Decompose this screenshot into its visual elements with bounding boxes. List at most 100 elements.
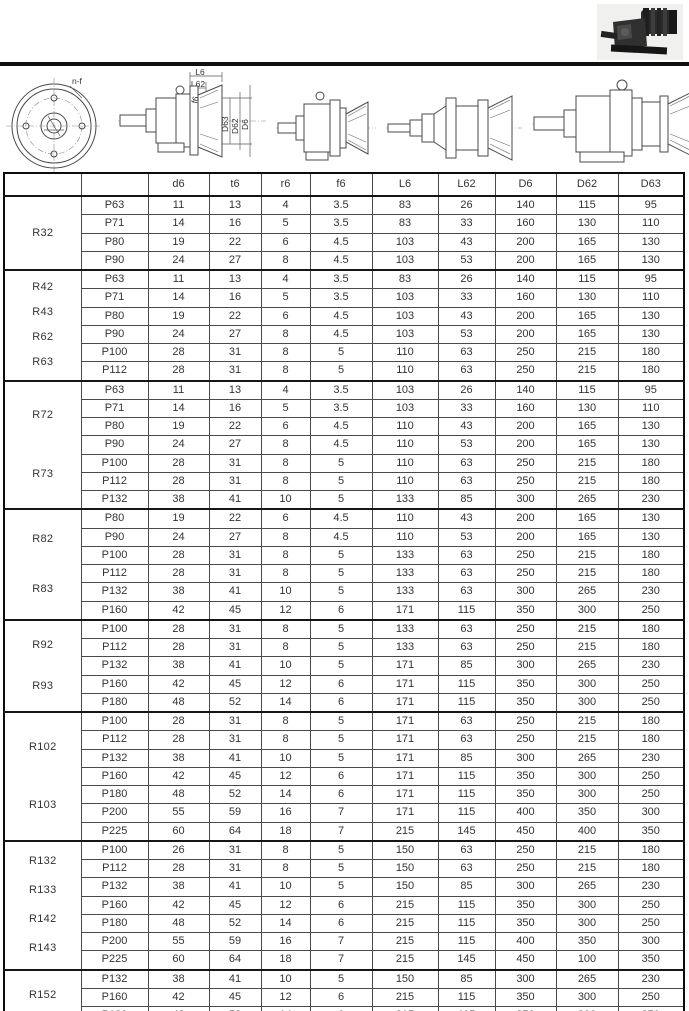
- dim-value-cell: 4.5: [309, 250, 373, 271]
- dim-value-cell: 115: [437, 987, 496, 1008]
- dim-value-cell: 38: [147, 968, 210, 989]
- dim-value-cell: 85: [437, 968, 496, 989]
- dim-value-cell: 215: [371, 987, 439, 1008]
- reducer-side-view-large: [532, 72, 689, 172]
- dim-value-cell: 38: [147, 656, 210, 676]
- dim-value-cell: 350: [494, 600, 557, 621]
- dim-value-cell: 150: [371, 858, 439, 879]
- motor-size-cell: P71: [80, 214, 149, 234]
- motor-size-cell: P100: [80, 839, 149, 860]
- series-label: R102: [29, 740, 57, 753]
- dim-value-cell: 300: [494, 582, 557, 602]
- dim-value-cell: 5: [260, 398, 311, 419]
- dim-value-cell: 5: [309, 839, 373, 860]
- motor-size-cell: P132: [80, 582, 149, 602]
- dim-value-cell: 33: [437, 288, 496, 308]
- dim-value-cell: 8: [260, 858, 311, 879]
- dim-value-cell: 18: [260, 821, 311, 842]
- dim-value-cell: 3.5: [309, 379, 373, 400]
- dim-value-cell: 150: [371, 877, 439, 897]
- column-header-D63: D63: [617, 172, 685, 197]
- header-row: d6 t6 r6 f6 L6 L62 D6 D62 D63: [3, 172, 685, 197]
- motor-size-cell: P180: [80, 692, 149, 713]
- dim-value-cell: 31: [208, 637, 262, 658]
- motor-size-cell: P132: [80, 968, 149, 989]
- dim-value-cell: 110: [371, 361, 439, 381]
- dim-value-cell: 28: [147, 471, 210, 492]
- dim-value-cell: 5: [309, 858, 373, 879]
- dim-value-cell: 31: [208, 471, 262, 492]
- dim-value-cell: 115: [437, 600, 496, 621]
- dim-value-cell: 83: [371, 269, 439, 290]
- dim-value-cell: 265: [555, 968, 619, 989]
- dim-value-cell: 7: [309, 931, 373, 952]
- dim-value-cell: 115: [437, 913, 496, 934]
- dim-value-cell: 41: [208, 748, 262, 768]
- table-row: P132 38 41 10 5 133 85 300 265 230: [4, 490, 685, 510]
- dim-value-cell: 14: [260, 692, 311, 713]
- dim-value-cell: 180: [617, 471, 685, 492]
- dim-value-cell: 43: [437, 306, 496, 326]
- dim-value-cell: 300: [555, 600, 619, 621]
- series-label: R43: [32, 306, 54, 319]
- dim-value-cell: 42: [147, 895, 210, 915]
- column-header-series: [3, 172, 82, 197]
- dim-value-cell: 171: [371, 600, 439, 621]
- motor-size-cell: P100: [80, 545, 149, 566]
- dim-value-cell: 350: [494, 987, 557, 1008]
- dim-value-cell: 115: [437, 784, 496, 805]
- table-row: P160 42 45 12 6 171 115 350 300 250: [4, 766, 685, 787]
- dim-value-cell: 5: [309, 490, 373, 510]
- dim-value-cell: 165: [555, 306, 619, 326]
- dim-value-cell: 14: [147, 214, 210, 234]
- table-row: P112 28 31 8 5 150 63 250 215 180: [4, 858, 685, 879]
- dim-value-cell: 64: [208, 821, 262, 842]
- dim-value-cell: 8: [260, 563, 311, 584]
- dim-value-cell: 130: [617, 435, 685, 455]
- dim-value-cell: 4: [260, 379, 311, 400]
- dim-value-cell: 140: [494, 195, 557, 216]
- dim-value-cell: 8: [260, 435, 311, 455]
- motor-size-cell: P80: [80, 508, 149, 529]
- table-row: P71 14 16 5 3.5 83 33 160 130 110: [4, 214, 685, 234]
- dim-value-cell: 300: [617, 803, 685, 823]
- dim-value-cell: 110: [371, 527, 439, 547]
- dim-value-cell: 63: [437, 563, 496, 584]
- dim-value-cell: 130: [617, 306, 685, 326]
- dim-value-cell: 110: [617, 214, 685, 234]
- dim-value-cell: 64: [208, 950, 262, 970]
- dim-value-cell: 130: [617, 324, 685, 345]
- dim-value-cell: 115: [437, 895, 496, 915]
- dim-value-cell: 28: [147, 711, 210, 732]
- dim-value-cell: 48: [147, 784, 210, 805]
- dim-value-cell: 8: [260, 545, 311, 566]
- dim-value-cell: 28: [147, 730, 210, 750]
- dim-value-cell: 43: [437, 508, 496, 529]
- dim-value-cell: 16: [260, 931, 311, 952]
- dim-value-cell: 350: [555, 803, 619, 823]
- reducer-side-view-compact: [276, 80, 378, 172]
- dim-value-cell: 24: [147, 527, 210, 547]
- dim-value-cell: 300: [555, 987, 619, 1008]
- dim-value-cell: 4.5: [309, 527, 373, 547]
- dim-value-cell: 400: [494, 931, 557, 952]
- dim-value-cell: 8: [260, 342, 311, 363]
- dim-value-cell: 160: [494, 398, 557, 419]
- dim-value-cell: 41: [208, 656, 262, 676]
- dim-L62-label: L62: [191, 79, 205, 89]
- dim-value-cell: 38: [147, 748, 210, 768]
- table-row: P90 24 27 8 4.5 110 53 200 165 130: [4, 527, 685, 547]
- dim-value-cell: 85: [437, 877, 496, 897]
- dim-value-cell: 130: [617, 508, 685, 529]
- dim-value-cell: 110: [617, 398, 685, 419]
- table-row: P132 38 41 10 5 150 85 300 265 230: [4, 877, 685, 897]
- dim-value-cell: 5: [309, 618, 373, 639]
- gear-motor-photo: [597, 4, 683, 60]
- dim-value-cell: 110: [371, 416, 439, 437]
- motor-size-cell: P112: [80, 471, 149, 492]
- dim-value-cell: 11: [147, 195, 210, 216]
- column-header-D6: D6: [494, 172, 557, 197]
- dim-value-cell: 42: [147, 674, 210, 694]
- dim-value-cell: 250: [494, 545, 557, 566]
- column-header-L6: L6: [371, 172, 439, 197]
